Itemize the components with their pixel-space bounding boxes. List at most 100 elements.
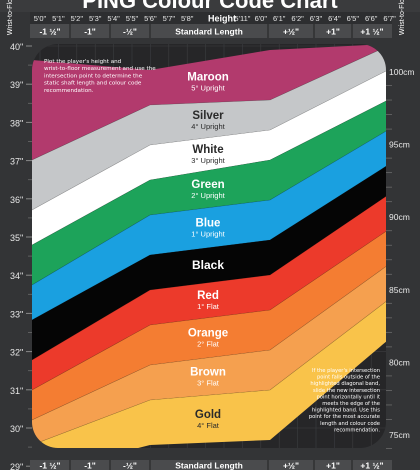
band-boundary bbox=[32, 229, 386, 391]
title-strip bbox=[0, 0, 420, 12]
instruction-line: meets the edge of the bbox=[322, 401, 380, 407]
left-tick-label: 33" bbox=[10, 309, 23, 319]
chart-title: PING Colour Code Chart bbox=[82, 0, 338, 13]
colour-bands bbox=[32, 44, 386, 448]
instruction-line: static shaft length and colour code bbox=[44, 81, 142, 87]
height-tick-label: 6'1" bbox=[273, 14, 286, 23]
length-adjustments-bottom: -1 ½" -1" -½" Standard Length +½" +1" +1 ½" bbox=[39, 460, 384, 470]
band-name-label: Green bbox=[191, 179, 224, 191]
length-adjustment-label: -1 ½" bbox=[39, 27, 60, 37]
band-boundary bbox=[32, 299, 386, 446]
length-adjustment-label: Standard Length bbox=[175, 461, 243, 470]
height-tick-label: 5'5" bbox=[126, 14, 139, 23]
right-tick-label: 80cm bbox=[389, 357, 410, 367]
instruction-line: slide the new intersection bbox=[313, 388, 380, 394]
band-boundary bbox=[32, 194, 386, 361]
height-tick-label: 5'0" bbox=[34, 14, 47, 23]
left-tick-label: 30" bbox=[10, 424, 23, 434]
left-tick-label: 39" bbox=[10, 80, 23, 90]
left-tick-label: 34" bbox=[10, 271, 23, 281]
instructions-bottom: If the player's intersection point falls … bbox=[309, 368, 381, 433]
left-axis: 40" 39" 38" 37" 36" 35" 34" 33" 32" 31" 30" 29" Wris… bbox=[7, 0, 32, 470]
left-axis-label: Wrist-to-Floor bbox=[7, 0, 14, 35]
band-boundary bbox=[32, 99, 386, 246]
right-tick-label: 95cm bbox=[389, 140, 410, 150]
band-detail-label: 1° Upright bbox=[191, 230, 225, 239]
length-adjustment-label: -1 ½" bbox=[39, 461, 60, 470]
height-tick-label: 6'6" bbox=[365, 14, 378, 23]
instruction-line: highlighted diagonal band, bbox=[310, 381, 380, 387]
instruction-line: recommendation. bbox=[334, 427, 380, 433]
left-tick-label: 29" bbox=[10, 462, 23, 470]
band-name-label: Silver bbox=[192, 110, 224, 122]
band-detail-label: 1° Flat bbox=[197, 302, 220, 311]
instructions-top: Plot the player's height and wrist-to-flo… bbox=[44, 59, 156, 94]
length-adjustment-label: Standard Length bbox=[175, 27, 243, 37]
band-detail-label: 5° Upright bbox=[191, 83, 225, 92]
band-brown bbox=[32, 265, 386, 445]
band-boundary bbox=[32, 45, 386, 161]
length-adjustment-label: +1" bbox=[326, 461, 340, 470]
band-detail-label: 3° Upright bbox=[191, 156, 225, 165]
height-tick-label: 5'8" bbox=[181, 14, 194, 23]
height-tick-label: 5'1" bbox=[52, 14, 65, 23]
left-tick-label: 36" bbox=[10, 195, 23, 205]
band-red bbox=[32, 195, 386, 390]
instruction-line: Plot the player's height and bbox=[44, 59, 122, 65]
band-blue bbox=[32, 130, 386, 320]
height-tick-label: 6'5" bbox=[347, 14, 360, 23]
height-tick-label: 6'3" bbox=[310, 14, 323, 23]
length-adjustment-label: -½" bbox=[123, 461, 137, 470]
instruction-line: recommendation. bbox=[44, 88, 94, 94]
band-name-label: Orange bbox=[188, 328, 228, 340]
instruction-line: point for the most accurate bbox=[309, 414, 380, 420]
right-tick-label: 100cm bbox=[389, 67, 415, 77]
left-tick-label: 38" bbox=[10, 118, 23, 128]
band-name-label: White bbox=[192, 144, 223, 156]
right-tick-label: 75cm bbox=[389, 430, 410, 440]
left-tick-label: 40" bbox=[10, 42, 23, 52]
band-name-label: Gold bbox=[195, 409, 221, 421]
band-name-label: Red bbox=[197, 290, 219, 302]
instruction-line: wrist-to-floor measurement and use the bbox=[44, 66, 156, 72]
length-adjustment-label: +1" bbox=[326, 27, 340, 37]
right-tick-label: 85cm bbox=[389, 285, 410, 295]
band-silver bbox=[32, 46, 386, 210]
height-tick-label: 5'6" bbox=[144, 14, 157, 23]
band-detail-label: 4° Upright bbox=[191, 122, 225, 131]
band-detail-label: 3° Flat bbox=[197, 378, 220, 387]
instruction-line: point horizontally until it bbox=[316, 394, 380, 400]
band-black bbox=[32, 165, 386, 360]
height-tick-label: 6'0" bbox=[255, 14, 268, 23]
height-ticks-row bbox=[30, 12, 392, 24]
height-tick-label: 5'11" bbox=[234, 14, 250, 23]
length-row-bottom bbox=[30, 460, 392, 470]
height-tick-label: 5'2" bbox=[71, 14, 84, 23]
instruction-line: If the player's intersection bbox=[312, 368, 380, 374]
band-boundary bbox=[32, 264, 386, 421]
band-maroon bbox=[32, 44, 386, 160]
band-white bbox=[32, 70, 386, 245]
height-tick-label: 5'7" bbox=[163, 14, 176, 23]
length-adjustment-label: -1" bbox=[84, 461, 96, 470]
right-axis: 100cm 95cm 90cm 85cm 80cm 75cm Wrist-to-Floor bbox=[386, 0, 415, 449]
instruction-line: intersection point to determine the bbox=[44, 73, 143, 79]
band-name-label: Brown bbox=[190, 366, 226, 378]
length-adjustment-label: +½" bbox=[283, 27, 299, 37]
right-axis-label: Wrist-to-Floor bbox=[399, 0, 406, 35]
length-adjustment-label: +½" bbox=[283, 461, 299, 470]
left-tick-label: 32" bbox=[10, 348, 23, 358]
height-tick-label: 6'7" bbox=[383, 14, 396, 23]
band-detail-label: 4° Flat bbox=[197, 421, 220, 430]
band-detail-label: 2° Upright bbox=[191, 191, 225, 200]
height-axis-label: Height bbox=[208, 14, 236, 24]
length-adjustments-top: -1 ½" -1" -½" Standard Length +½" +1" +1 ½" bbox=[39, 24, 384, 38]
length-row-top bbox=[30, 24, 392, 38]
height-tick-label: 5'4" bbox=[107, 14, 120, 23]
height-tick-label: 5'3" bbox=[89, 14, 102, 23]
length-adjustment-label: -1" bbox=[84, 27, 96, 37]
length-adjustment-label: +1 ½" bbox=[360, 27, 383, 37]
band-gold bbox=[32, 300, 386, 448]
